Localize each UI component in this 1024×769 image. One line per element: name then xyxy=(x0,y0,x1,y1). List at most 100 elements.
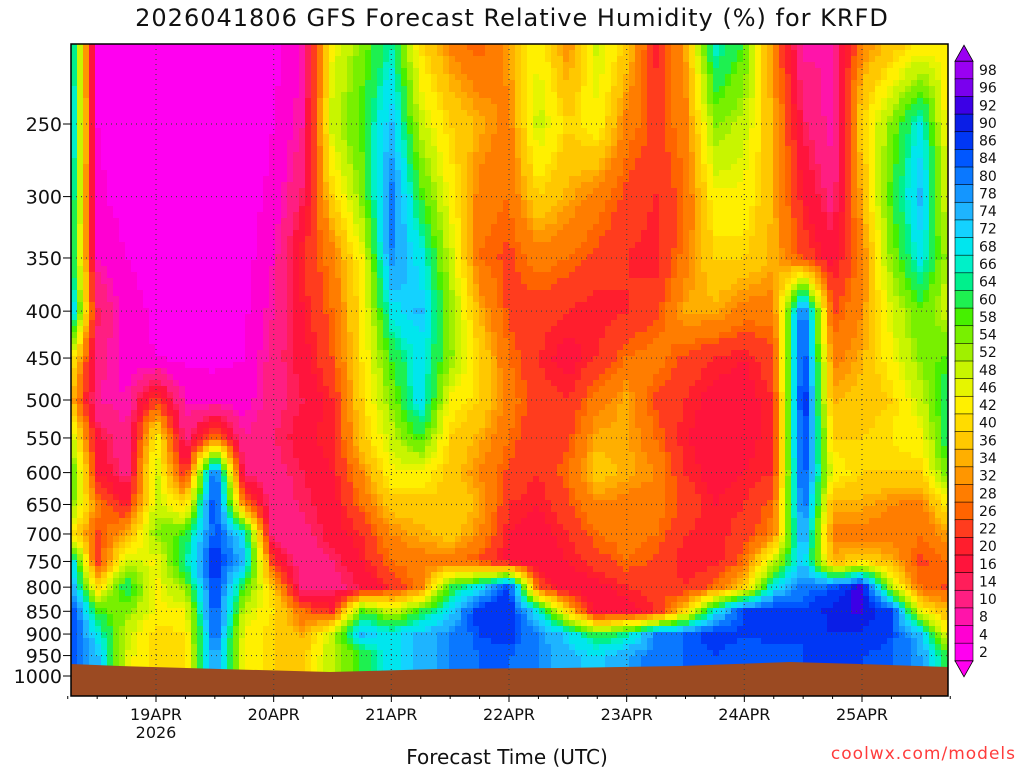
rh-cell xyxy=(461,200,468,207)
rh-cell xyxy=(329,110,336,117)
rh-cell xyxy=(407,188,414,195)
rh-cell xyxy=(353,68,360,75)
rh-cell xyxy=(203,218,210,225)
rh-cell xyxy=(293,212,300,219)
rh-cell xyxy=(131,98,138,105)
rh-cell xyxy=(851,212,858,219)
rh-cell xyxy=(389,128,396,135)
rh-cell xyxy=(185,74,192,81)
rh-cell xyxy=(461,62,468,69)
rh-cell xyxy=(335,242,342,249)
rh-cell xyxy=(239,140,246,147)
rh-cell xyxy=(185,218,192,225)
rh-cell xyxy=(185,146,192,153)
rh-cell xyxy=(659,200,666,207)
rh-cell xyxy=(779,152,786,159)
rh-cell xyxy=(713,176,720,183)
rh-cell xyxy=(173,62,180,69)
rh-cell xyxy=(839,98,846,105)
rh-cell xyxy=(929,224,936,231)
rh-cell xyxy=(155,80,162,87)
rh-cell xyxy=(173,158,180,165)
rh-cell xyxy=(251,158,258,165)
rh-cell xyxy=(431,212,438,219)
rh-cell xyxy=(857,218,864,225)
rh-cell xyxy=(239,134,246,141)
rh-cell xyxy=(881,224,888,231)
rh-cell xyxy=(131,164,138,171)
rh-cell xyxy=(527,56,534,63)
rh-cell xyxy=(845,56,852,63)
rh-cell xyxy=(875,212,882,219)
rh-cell xyxy=(731,86,738,93)
rh-cell xyxy=(119,242,126,249)
rh-cell xyxy=(263,98,270,105)
chart-title: 2026041806 GFS Forecast Relative Humidit… xyxy=(135,4,889,32)
rh-cell xyxy=(119,122,126,129)
rh-cell xyxy=(95,230,102,237)
rh-cell xyxy=(209,110,216,117)
rh-cell xyxy=(755,146,762,153)
rh-cell xyxy=(119,200,126,207)
rh-cell xyxy=(239,92,246,99)
rh-cell xyxy=(887,80,894,87)
rh-cell xyxy=(107,146,114,153)
rh-cell xyxy=(935,242,942,249)
rh-cell xyxy=(743,128,750,135)
rh-cell xyxy=(209,80,216,87)
rh-cell xyxy=(377,236,384,243)
rh-cell xyxy=(857,152,864,159)
rh-cell xyxy=(539,242,546,249)
rh-cell xyxy=(533,62,540,69)
rh-cell xyxy=(671,176,678,183)
rh-cell xyxy=(479,74,486,81)
rh-cell xyxy=(695,176,702,183)
rh-cell xyxy=(569,128,576,135)
rh-cell xyxy=(95,182,102,189)
rh-cell xyxy=(851,188,858,195)
rh-cell xyxy=(83,92,90,99)
rh-cell xyxy=(551,206,558,213)
rh-cell xyxy=(527,206,534,213)
rh-cell xyxy=(677,182,684,189)
rh-cell xyxy=(71,152,78,159)
rh-cell xyxy=(329,206,336,213)
rh-cell xyxy=(599,194,606,201)
rh-cell xyxy=(533,92,540,99)
rh-cell xyxy=(173,110,180,117)
rh-cell xyxy=(113,134,120,141)
rh-cell xyxy=(509,206,516,213)
rh-cell xyxy=(827,62,834,69)
rh-cell xyxy=(623,92,630,99)
rh-cell xyxy=(239,236,246,243)
rh-cell xyxy=(137,242,144,249)
rh-cell xyxy=(281,122,288,129)
rh-cell xyxy=(173,200,180,207)
rh-cell xyxy=(77,236,84,243)
rh-cell xyxy=(293,206,300,213)
rh-cell xyxy=(527,50,534,57)
rh-cell xyxy=(155,128,162,135)
rh-cell xyxy=(305,164,312,171)
rh-cell xyxy=(449,176,456,183)
rh-cell xyxy=(275,158,282,165)
rh-cell xyxy=(677,194,684,201)
rh-cell xyxy=(611,146,618,153)
rh-cell xyxy=(863,134,870,141)
rh-cell xyxy=(407,80,414,87)
rh-cell xyxy=(503,152,510,159)
rh-cell xyxy=(539,86,546,93)
rh-cell xyxy=(533,182,540,189)
rh-cell xyxy=(383,80,390,87)
rh-cell xyxy=(227,152,234,159)
rh-cell xyxy=(737,200,744,207)
rh-cell xyxy=(863,224,870,231)
rh-cell xyxy=(425,200,432,207)
rh-cell xyxy=(119,152,126,159)
rh-cell xyxy=(815,182,822,189)
rh-cell xyxy=(707,188,714,195)
rh-cell xyxy=(551,110,558,117)
rh-cell xyxy=(203,68,210,75)
rh-cell xyxy=(371,134,378,141)
rh-cell xyxy=(473,86,480,93)
